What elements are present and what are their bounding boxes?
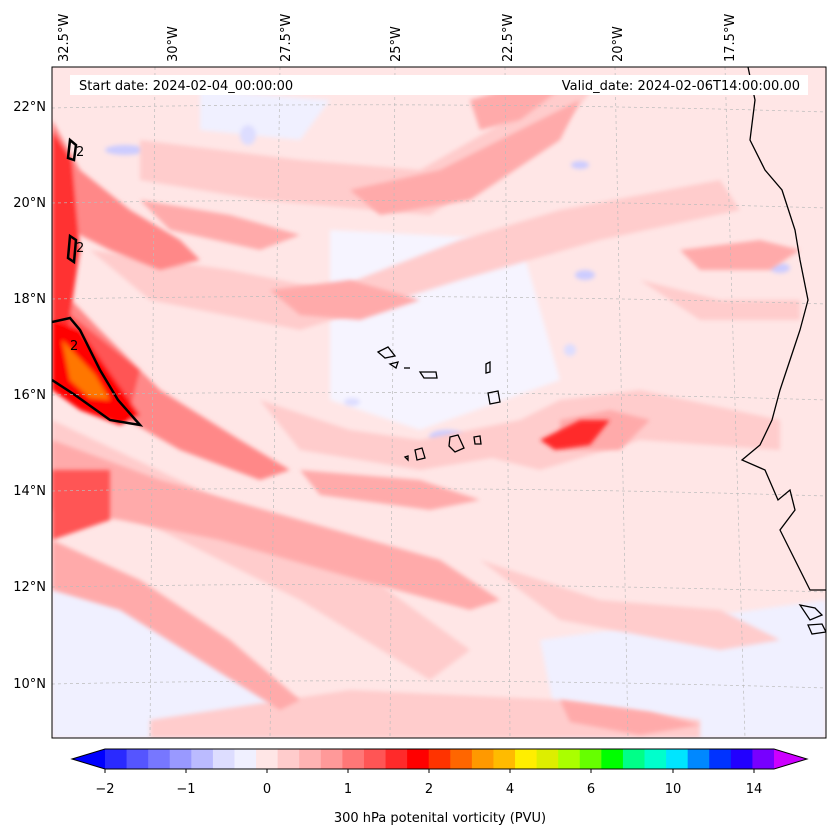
lon-label: 32.5°W xyxy=(57,14,72,62)
graticule xyxy=(52,67,826,738)
colorbar-segment xyxy=(385,749,408,769)
colorbar-tick: 6 xyxy=(587,782,595,797)
start-date-label: Start date: 2024-02-04_00:00:00 xyxy=(79,79,293,94)
colorbar-segment xyxy=(407,749,430,769)
lat-label: 14°N xyxy=(13,484,46,499)
colorbar-segment xyxy=(342,749,365,769)
colorbar-segment xyxy=(687,749,710,769)
colorbar-segment xyxy=(558,749,581,769)
lat-label: 16°N xyxy=(13,388,46,403)
colorbar-segment xyxy=(515,749,538,769)
colorbar-segment xyxy=(536,749,559,769)
header-box xyxy=(70,75,808,95)
lon-label: 25°W xyxy=(389,26,404,62)
lon-label: 30°W xyxy=(166,26,181,62)
lon-label: 22.5°W xyxy=(501,14,516,62)
colorbar-max-extend xyxy=(774,749,807,769)
moderate-pv-bands xyxy=(52,80,800,735)
colorbar-ticks: −2 −1 0 1 2 4 6 10 14 xyxy=(95,782,762,797)
colorbar-min-extend xyxy=(72,749,105,769)
colorbar-segment xyxy=(105,749,128,769)
lat-label: 12°N xyxy=(13,580,46,595)
colorbar-segment xyxy=(363,749,387,769)
colorbar-tick: 0 xyxy=(263,782,271,797)
lon-label: 20°W xyxy=(611,26,626,62)
colorbar-segment xyxy=(277,749,300,769)
lat-label: 18°N xyxy=(13,292,46,307)
colorbar-tick: 4 xyxy=(506,782,514,797)
coastline xyxy=(740,67,826,635)
cape-verde-islands xyxy=(376,346,501,462)
colorbar-segment xyxy=(148,749,171,769)
contour-label: 2 xyxy=(76,241,84,256)
lat-label: 20°N xyxy=(13,196,46,211)
strong-pv-streamer xyxy=(52,120,610,540)
colorbar-label: 300 hPa potenital vorticity (PVU) xyxy=(334,811,546,826)
colorbar-segment xyxy=(450,749,473,769)
map-panel: 2 2 2 xyxy=(52,67,826,738)
colorbar-segment xyxy=(234,749,257,769)
colorbar-segment xyxy=(212,749,235,769)
colorbar-tick: −1 xyxy=(176,782,195,797)
colorbar-segment xyxy=(256,749,279,769)
lat-label: 10°N xyxy=(13,677,46,692)
lon-label: 27.5°W xyxy=(279,14,294,62)
colorbar-segment xyxy=(493,749,516,769)
colorbar-segment xyxy=(752,749,775,769)
colorbar-tick: 14 xyxy=(746,782,763,797)
lon-label: 17.5°W xyxy=(723,14,738,62)
colorbar-segment xyxy=(191,749,214,769)
colorbar-segment xyxy=(601,749,624,769)
colorbar-segment xyxy=(320,749,343,769)
colorbar-segment xyxy=(126,749,149,769)
pv-2-contours xyxy=(52,137,144,427)
colorbar-segment xyxy=(644,749,667,769)
contour-label: 2 xyxy=(76,145,84,160)
colorbar-segment xyxy=(730,749,753,769)
colorbar-segment xyxy=(471,749,494,769)
map-frame xyxy=(51,66,827,739)
colorbar-segment xyxy=(709,749,732,769)
colorbar-segment xyxy=(666,749,689,769)
colorbar-tick: −2 xyxy=(95,782,114,797)
colorbar-tick: 2 xyxy=(425,782,433,797)
colorbar xyxy=(70,748,809,773)
colorbar-segment xyxy=(428,749,451,769)
colorbar-segment xyxy=(579,749,602,769)
colorbar-segment xyxy=(299,749,322,769)
lat-label: 22°N xyxy=(13,100,46,115)
contour-label: 2 xyxy=(70,339,78,354)
colorbar-tick: 1 xyxy=(344,782,352,797)
latitude-labels: 22°N 20°N 18°N 16°N 14°N 12°N 10°N xyxy=(13,100,46,692)
colorbar-segment xyxy=(622,749,646,769)
colorbar-segment xyxy=(169,749,192,769)
colorbar-tick: 10 xyxy=(665,782,682,797)
valid-date-label: Valid_date: 2024-02-06T14:00:00.00 xyxy=(562,79,800,94)
longitude-labels: 32.5°W 30°W 27.5°W 25°W 22.5°W 20°W 17.5… xyxy=(57,14,738,62)
